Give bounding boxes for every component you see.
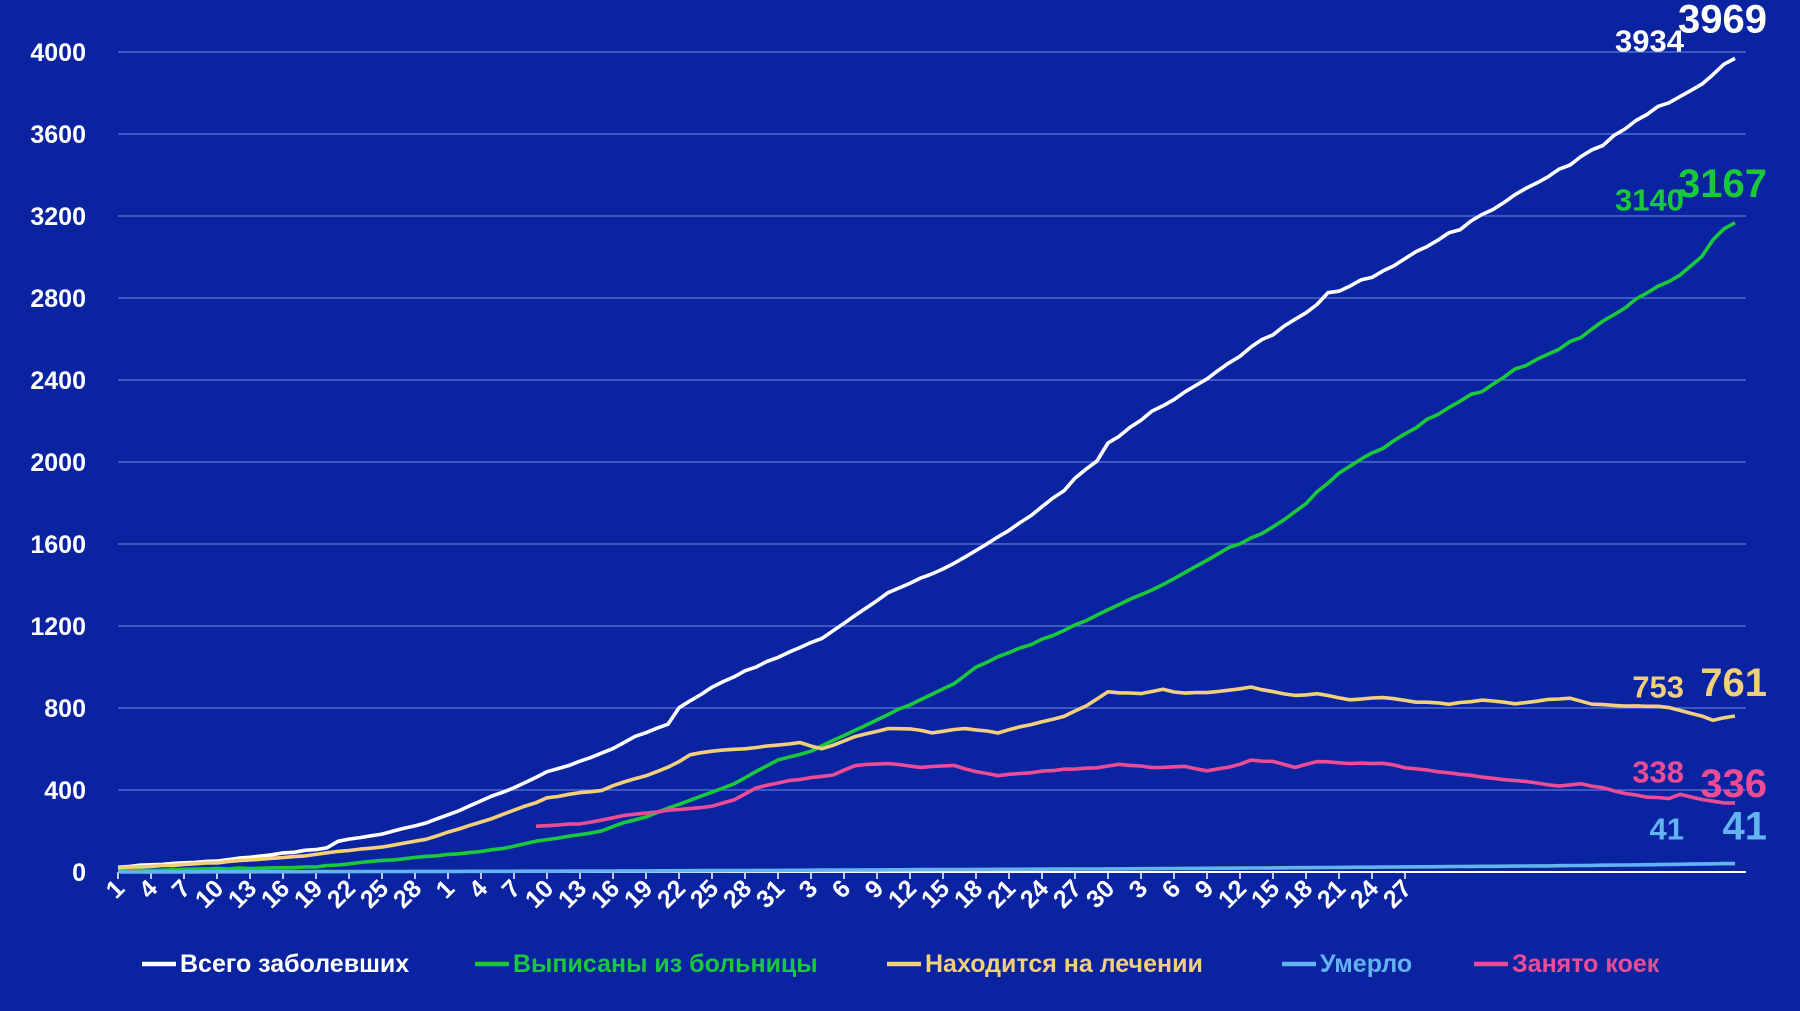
x-tick-label: 31 [751, 874, 791, 914]
x-tick-label: 9 [860, 874, 890, 904]
legend-label: Всего заболевших [180, 950, 409, 978]
x-tick-label: 27 [1378, 874, 1417, 913]
legend-label: Умерло [1320, 950, 1412, 978]
end-value-label: 3969 [1678, 0, 1767, 41]
y-tick-label: 3200 [30, 203, 86, 231]
end-value-label: 3167 [1678, 162, 1767, 206]
y-tick-label: 0 [72, 859, 86, 887]
y-tick-label: 4000 [30, 39, 86, 67]
y-tick-label: 800 [44, 695, 86, 723]
x-tick-label: 4 [134, 874, 164, 904]
y-tick-label: 1200 [30, 613, 86, 641]
end-value-label: 3140 [1615, 182, 1684, 217]
legend: Всего заболевших Выписаны из больницы Нахо… [142, 950, 1660, 978]
y-tick-label: 2000 [30, 449, 86, 477]
y-tick-label: 3600 [30, 121, 86, 149]
series-line-3 [118, 861, 1735, 874]
end-value-label: 3934 [1615, 24, 1685, 59]
y-tick-label: 2400 [30, 367, 86, 395]
y-tick-label: 2800 [30, 285, 86, 313]
x-tick-label: 7 [167, 874, 197, 904]
x-tick-label: 6 [827, 874, 857, 904]
x-tick-label: 4 [464, 874, 494, 904]
y-tick-label: 400 [44, 777, 86, 805]
x-tick-label: 9 [1190, 874, 1220, 904]
x-tick-label: 30 [1081, 874, 1120, 913]
end-value-label: 336 [1700, 762, 1767, 806]
end-value-label: 41 [1723, 805, 1768, 849]
legend-label: Выписаны из больницы [513, 950, 818, 978]
series-layer [117, 56, 1736, 874]
x-tick-label: 28 [388, 874, 428, 914]
series-line-4 [535, 758, 1736, 828]
x-tick-label: 7 [497, 874, 527, 904]
grid-layer [118, 51, 1746, 873]
series-line-2 [117, 685, 1736, 870]
legend-label: Занято коек [1512, 950, 1660, 978]
x-tick-label: 1 [431, 874, 461, 904]
end-value-label: 41 [1650, 812, 1684, 847]
y-tick-label: 1600 [30, 531, 86, 559]
end-value-label: 753 [1632, 670, 1684, 705]
end-value-label: 761 [1700, 661, 1767, 705]
series-line-0 [117, 56, 1736, 870]
x-tick-label: 1 [101, 874, 131, 904]
y-axis: 0 400 800 1200 1600 2000 2400 2800 3200 3600 4000 [30, 39, 86, 887]
series-line-1 [117, 221, 1736, 873]
x-tick-label: 6 [1157, 874, 1187, 904]
x-tick-label: 3 [1124, 874, 1154, 904]
end-value-label: 338 [1632, 755, 1684, 790]
legend-label: Находится на лечении [925, 950, 1203, 978]
x-tick-label: 3 [794, 874, 824, 904]
